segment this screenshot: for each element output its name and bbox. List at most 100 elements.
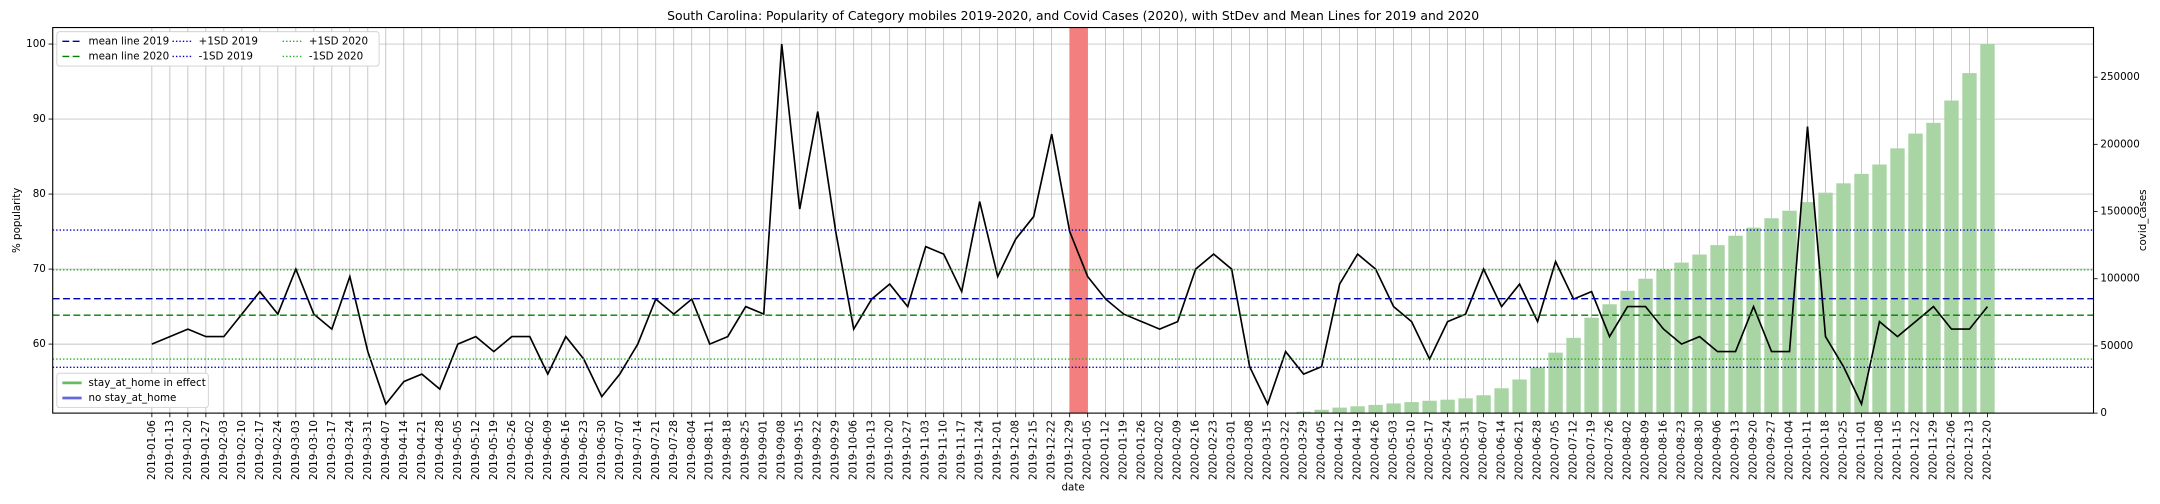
bar xyxy=(1440,399,1455,414)
x-tick-label: 2019-07-28 xyxy=(668,420,680,480)
x-tick-label: 2020-12-13 xyxy=(1963,420,1975,480)
x-tick-label: 2020-12-20 xyxy=(1981,420,1993,480)
x-tick-label: 2019-08-18 xyxy=(722,420,734,480)
x-tick-label: 2019-11-03 xyxy=(920,420,932,480)
bar xyxy=(1854,173,1869,414)
x-tick-label: 2020-04-19 xyxy=(1352,420,1364,480)
x-tick-label: 2019-11-10 xyxy=(938,420,950,480)
x-tick-label: 2019-12-01 xyxy=(992,420,1004,480)
bar xyxy=(1368,404,1383,414)
y-tick-label: 100 xyxy=(26,38,46,50)
y-tick-label: 80 xyxy=(33,188,46,200)
x-tick-label: 2020-07-26 xyxy=(1604,420,1616,480)
x-tick-label: 2020-08-23 xyxy=(1676,420,1688,480)
x-tick-label: 2019-07-21 xyxy=(650,420,662,480)
x-tick-label: 2019-04-21 xyxy=(416,420,428,480)
x-tick-label: 2020-01-05 xyxy=(1082,420,1094,480)
x-tick-label: 2020-12-06 xyxy=(1945,420,1957,480)
x-tick-label: 2020-05-24 xyxy=(1442,420,1454,480)
legend-label: -1SD 2020 xyxy=(309,50,363,62)
x-tick-label: 2020-11-22 xyxy=(1909,420,1921,480)
x-tick-label: 2019-05-12 xyxy=(470,420,482,480)
x-tick-label: 2020-03-29 xyxy=(1298,420,1310,480)
x-tick-label: 2019-07-14 xyxy=(632,420,644,480)
x-tick-label: 2020-01-19 xyxy=(1118,420,1130,480)
x-tick-label: 2019-02-03 xyxy=(218,420,230,480)
x-tick-label: 2020-01-12 xyxy=(1100,420,1112,480)
legend-label: -1SD 2019 xyxy=(199,50,253,62)
x-tick-label: 2019-09-01 xyxy=(758,420,770,480)
x-tick-label: 2020-03-08 xyxy=(1244,420,1256,480)
x-tick-label: 2019-11-24 xyxy=(974,420,986,480)
x-tick-label: 2020-06-14 xyxy=(1496,420,1508,480)
x-tick-label: 2020-08-30 xyxy=(1694,420,1706,480)
x-tick-label: 2019-06-30 xyxy=(596,420,608,480)
x-tick-label: 2019-10-06 xyxy=(848,420,860,480)
bar xyxy=(1422,400,1437,414)
bar xyxy=(1404,402,1419,414)
bar xyxy=(1476,395,1491,414)
x-tick-label: 2020-03-15 xyxy=(1262,420,1274,480)
x-tick-label: 2020-11-15 xyxy=(1891,420,1903,480)
bar xyxy=(1674,262,1689,414)
x-tick-label: 2020-01-26 xyxy=(1136,420,1148,480)
x-tick-label: 2020-02-09 xyxy=(1172,420,1184,480)
bar xyxy=(1962,73,1977,414)
x-tick-label: 2019-12-15 xyxy=(1028,420,1040,480)
x-tick-label: 2019-03-03 xyxy=(290,420,302,480)
x-tick-label: 2020-04-05 xyxy=(1316,420,1328,480)
x-tick-label: 2020-10-25 xyxy=(1838,420,1850,480)
x-tick-label: 2019-08-04 xyxy=(686,420,698,480)
legend-box xyxy=(56,31,380,67)
x-tick-label: 2019-02-24 xyxy=(272,420,284,480)
x-tick-label: 2019-10-27 xyxy=(902,420,914,480)
y2-tick-label: 150000 xyxy=(2100,206,2139,218)
chart-title: South Carolina: Popularity of Category m… xyxy=(667,8,1479,23)
highlight-span xyxy=(1069,27,1088,414)
x-tick-label: 2020-10-04 xyxy=(1784,420,1796,480)
x-tick-label: 2020-08-16 xyxy=(1658,420,1670,480)
x-tick-label: 2020-08-02 xyxy=(1622,420,1634,480)
x-tick-label: 2020-07-05 xyxy=(1550,420,1562,480)
x-tick-label: 2019-11-17 xyxy=(956,420,968,480)
x-tick-label: 2019-04-28 xyxy=(434,420,446,480)
y-axis-label: % popularity xyxy=(11,188,23,253)
legend-label: +1SD 2019 xyxy=(199,35,258,47)
y-tick-label: 70 xyxy=(33,263,46,275)
x-tick-label: 2019-10-13 xyxy=(866,420,878,480)
legend-box xyxy=(56,372,209,409)
x-tick-label: 2020-04-26 xyxy=(1370,420,1382,480)
bar xyxy=(1620,290,1635,414)
bar xyxy=(1980,44,1995,414)
bar xyxy=(1350,406,1365,414)
bar xyxy=(1908,133,1923,414)
x-tick-label: 2020-05-03 xyxy=(1388,420,1400,480)
x-tick-label: 2019-05-26 xyxy=(506,420,518,480)
x-tick-label: 2019-06-02 xyxy=(524,420,536,480)
x-tick-label: 2019-01-20 xyxy=(182,420,194,480)
x-tick-label: 2019-09-08 xyxy=(776,420,788,480)
bar xyxy=(1944,100,1959,414)
y2-tick-label: 200000 xyxy=(2100,138,2139,150)
bar xyxy=(1710,245,1725,414)
x-tick-label: 2019-09-29 xyxy=(830,420,842,480)
x-tick-label: 2019-07-07 xyxy=(614,420,626,480)
y-tick-label: 60 xyxy=(33,338,46,350)
x-tick-label: 2020-09-27 xyxy=(1766,420,1778,480)
x-tick-label: 2020-05-31 xyxy=(1460,420,1472,480)
line xyxy=(151,43,1989,407)
x-tick-label: 2020-11-01 xyxy=(1856,420,1868,480)
x-tick-label: 2019-09-22 xyxy=(812,420,824,480)
bar xyxy=(1800,202,1815,414)
y2-tick-label: 250000 xyxy=(2100,71,2139,83)
x-tick-label: 2019-06-09 xyxy=(542,420,554,480)
bar xyxy=(1314,409,1329,414)
x-tick-label: 2019-08-11 xyxy=(704,420,716,480)
legend: mean line 2019 mean line 2020 +1SD 2019 -1S… xyxy=(56,31,380,67)
x-tick-label: 2020-02-02 xyxy=(1154,420,1166,480)
bar xyxy=(1332,407,1347,414)
x-tick-label: 2020-07-19 xyxy=(1586,420,1598,480)
y-tick-label: 90 xyxy=(33,113,46,125)
x-tick-label: 2019-09-15 xyxy=(794,420,806,480)
